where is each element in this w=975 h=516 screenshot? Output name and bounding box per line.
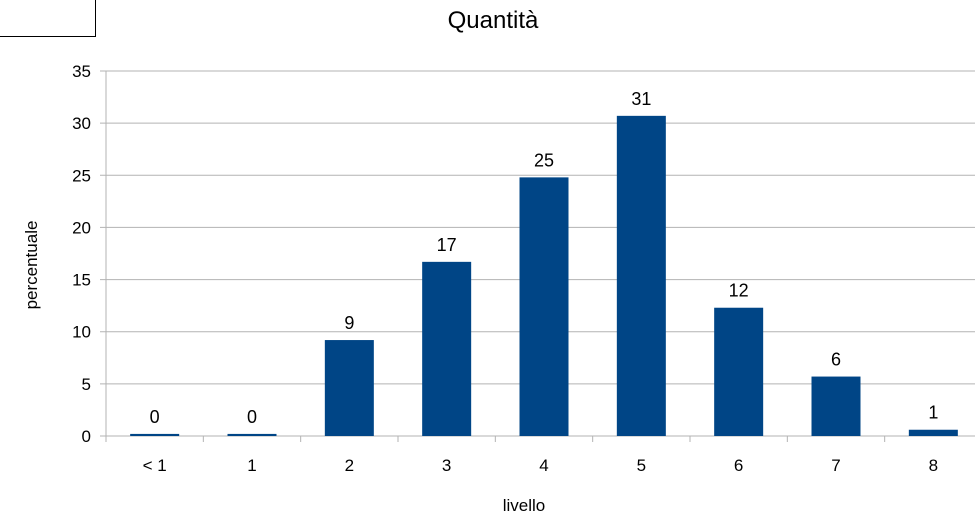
- x-tick-label: 7: [831, 456, 840, 475]
- chart-title: Quantità: [448, 7, 539, 34]
- bar: [616, 115, 666, 436]
- bar: [519, 177, 569, 436]
- y-axis-label: percentuale: [22, 221, 41, 310]
- data-label: 0: [247, 407, 257, 427]
- x-tick-label: 5: [637, 456, 646, 475]
- bar: [908, 429, 958, 436]
- x-tick-label: 3: [442, 456, 451, 475]
- corner-box: [0, 0, 96, 37]
- data-label: 6: [831, 350, 841, 370]
- data-labels: 0 0 9 17 25 31 12 6 1: [150, 89, 939, 427]
- bar: [714, 307, 764, 436]
- x-axis-label: livello: [503, 496, 546, 515]
- x-tick-label: 6: [734, 456, 743, 475]
- x-tick-label: 4: [539, 456, 548, 475]
- y-tick-label: 35: [72, 62, 91, 81]
- data-label: 31: [631, 89, 651, 109]
- data-label: 0: [150, 407, 160, 427]
- data-label: 1: [928, 403, 938, 423]
- y-tick-label: 5: [82, 375, 91, 394]
- x-tick-labels: < 1 1 2 3 4 5 6 7 8: [143, 456, 938, 475]
- y-tick-label: 15: [72, 271, 91, 290]
- y-tick-label: 30: [72, 114, 91, 133]
- x-tick-label: 1: [247, 456, 256, 475]
- y-tick-label: 10: [72, 323, 91, 342]
- data-label: 17: [437, 235, 457, 255]
- data-label: 9: [344, 313, 354, 333]
- x-tick-label: 8: [929, 456, 938, 475]
- data-label: 25: [534, 150, 554, 170]
- data-label: 12: [729, 281, 749, 301]
- bar: [130, 433, 180, 436]
- bar: [324, 340, 374, 436]
- bar: [227, 433, 277, 436]
- bar: [422, 261, 472, 436]
- bar: [811, 376, 861, 436]
- bars: [130, 115, 958, 436]
- y-tick-label: 0: [82, 427, 91, 446]
- y-tick-label: 25: [72, 166, 91, 185]
- x-tick-label: 2: [345, 456, 354, 475]
- x-tick-label: < 1: [143, 456, 167, 475]
- y-tick-label: 20: [72, 218, 91, 237]
- y-tick-labels: 0 5 10 15 20 25 30 35: [72, 62, 91, 446]
